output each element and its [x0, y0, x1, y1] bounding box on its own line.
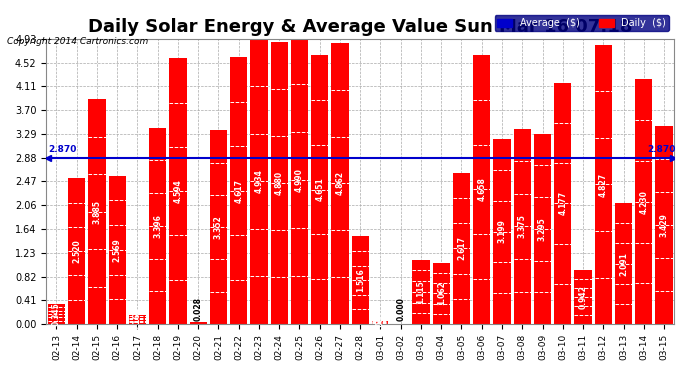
Text: 0.164: 0.164	[133, 308, 142, 331]
Bar	[534, 134, 551, 324]
Text: 3.396: 3.396	[153, 214, 162, 238]
Bar	[352, 236, 369, 324]
Text: 1.062: 1.062	[437, 281, 446, 305]
Bar	[331, 43, 348, 324]
Text: 4.880: 4.880	[275, 171, 284, 195]
Bar	[554, 82, 571, 324]
Text: 4.651: 4.651	[315, 178, 324, 201]
Bar	[473, 55, 491, 324]
Text: 4.230: 4.230	[639, 190, 649, 214]
Bar	[149, 128, 166, 324]
Text: 0.000: 0.000	[396, 297, 405, 321]
Text: 2.617: 2.617	[457, 236, 466, 260]
Text: 3.429: 3.429	[660, 213, 669, 237]
Text: 3.199: 3.199	[497, 220, 506, 243]
Text: 3.375: 3.375	[518, 214, 526, 238]
Text: 3.352: 3.352	[214, 215, 223, 239]
Bar	[88, 99, 106, 324]
Text: 0.059: 0.059	[376, 310, 385, 334]
Bar	[656, 126, 673, 324]
Title: Daily Solar Energy & Average Value Sun Mar 16 07:18: Daily Solar Energy & Average Value Sun M…	[88, 18, 633, 36]
Text: 0.942: 0.942	[578, 285, 587, 309]
Bar	[513, 129, 531, 324]
Text: 4.827: 4.827	[599, 172, 608, 196]
Bar	[250, 39, 268, 324]
Bar	[169, 58, 186, 324]
Bar	[68, 178, 86, 324]
Bar	[635, 80, 652, 324]
Bar	[190, 322, 207, 324]
Text: 3.295: 3.295	[538, 217, 547, 241]
Text: 2.870: 2.870	[647, 145, 675, 154]
Bar	[230, 57, 247, 324]
Text: 4.990: 4.990	[295, 168, 304, 192]
Text: 2.091: 2.091	[619, 252, 628, 276]
Bar	[48, 304, 65, 324]
Text: 1.115: 1.115	[417, 280, 426, 304]
Text: 4.594: 4.594	[173, 179, 182, 203]
Bar	[615, 203, 632, 324]
Text: 4.617: 4.617	[234, 178, 244, 203]
Text: 4.862: 4.862	[335, 171, 344, 195]
Bar	[291, 36, 308, 324]
Bar	[311, 55, 328, 324]
Text: 4.934: 4.934	[255, 170, 264, 194]
Bar	[433, 262, 450, 324]
Text: Copyright 2014 Cartronics.com: Copyright 2014 Cartronics.com	[7, 38, 148, 46]
Text: 0.345: 0.345	[52, 302, 61, 326]
Text: 1.516: 1.516	[356, 268, 365, 292]
Bar	[453, 173, 470, 324]
Bar	[372, 321, 389, 324]
Bar	[270, 42, 288, 324]
Bar	[574, 270, 591, 324]
Text: 0.028: 0.028	[194, 297, 203, 321]
Text: 2.569: 2.569	[112, 238, 121, 262]
Text: 4.658: 4.658	[477, 177, 486, 201]
Bar	[210, 130, 227, 324]
Text: 4.177: 4.177	[558, 191, 567, 215]
Bar	[413, 260, 430, 324]
Text: 2.870: 2.870	[48, 145, 76, 154]
Bar	[493, 139, 511, 324]
Legend: Average  ($), Daily  ($): Average ($), Daily ($)	[495, 15, 669, 31]
Bar	[129, 315, 146, 324]
Text: 3.885: 3.885	[92, 200, 101, 224]
Bar	[108, 176, 126, 324]
Text: 2.520: 2.520	[72, 239, 81, 263]
Bar	[595, 45, 612, 324]
